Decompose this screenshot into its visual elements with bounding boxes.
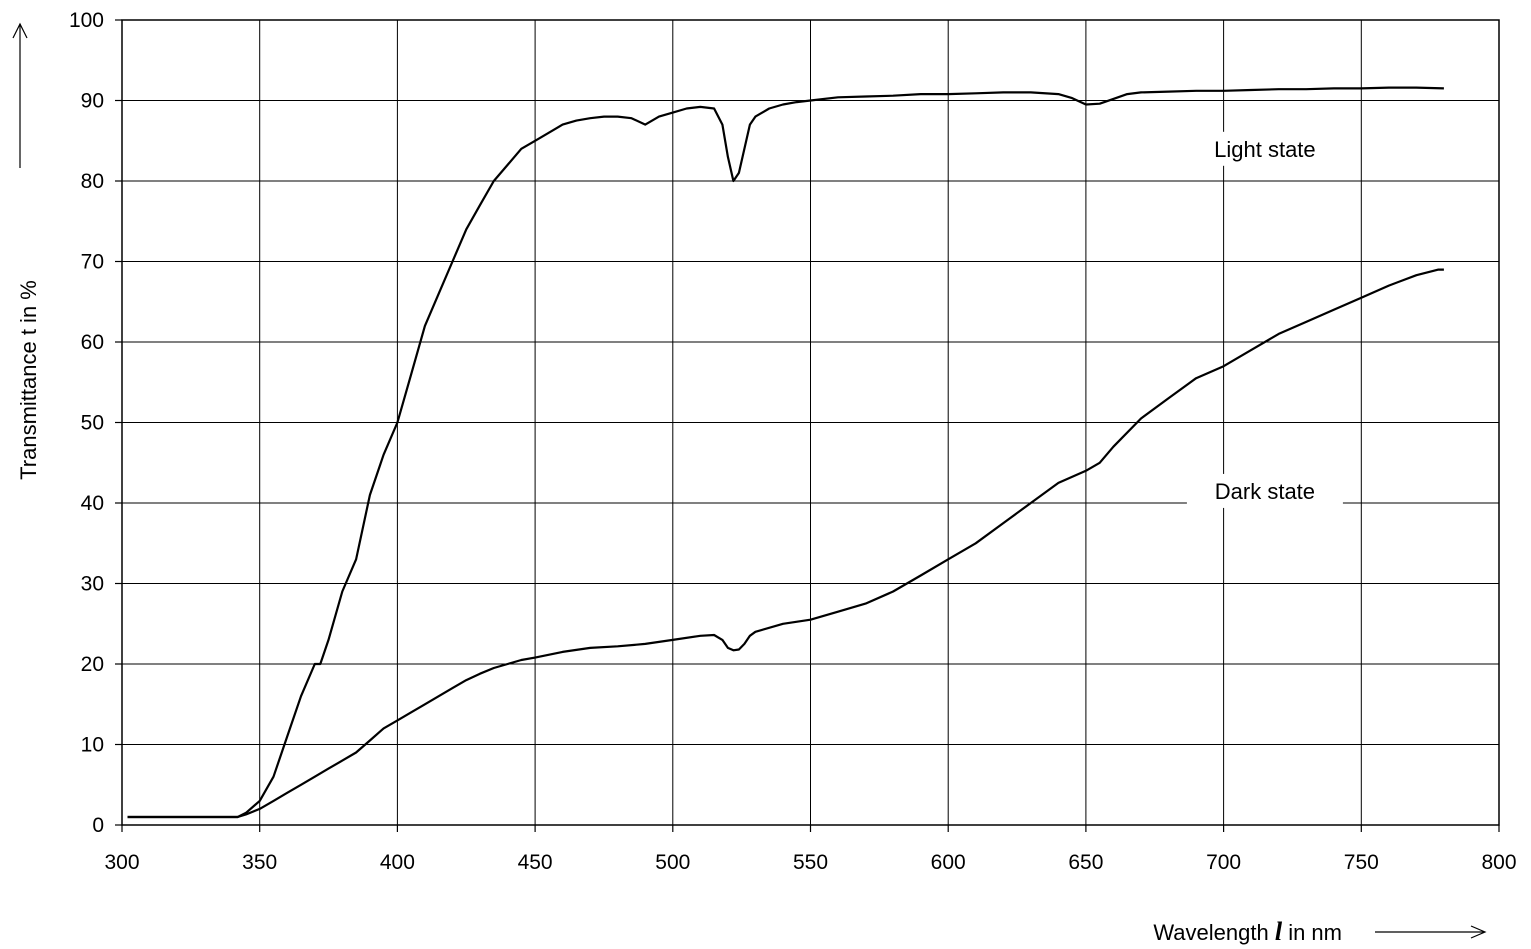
annotations: Light state Dark state <box>1180 131 1349 508</box>
y-tick-label: 100 <box>69 9 104 32</box>
y-tick-label: 30 <box>81 573 104 596</box>
x-axis-label-suffix: in nm <box>1282 920 1342 945</box>
x-axis-label-prefix: Wavelength <box>1153 920 1274 945</box>
series-light-line <box>127 86 1444 819</box>
y-tick-label: 60 <box>81 331 104 354</box>
y-tick-label: 10 <box>81 734 104 757</box>
series-dark-line <box>127 268 1444 819</box>
y-axis-arrow-head <box>12 22 28 39</box>
y-tick-label: 0 <box>92 814 104 837</box>
series-lines <box>127 86 1444 819</box>
x-tick-label: 400 <box>380 851 415 874</box>
y-tick-label: 50 <box>81 412 104 435</box>
x-tick-label: 300 <box>104 851 139 874</box>
y-tick-label: 20 <box>81 653 104 676</box>
annotation-dark-label: Dark state <box>1215 479 1315 504</box>
y-axis-label: Transmittance t in % <box>16 280 41 480</box>
x-tick-label: 550 <box>793 851 828 874</box>
y-tick-label: 40 <box>81 492 104 515</box>
x-tick-label: 600 <box>931 851 966 874</box>
x-axis-label: Wavelength l in nm <box>1153 917 1342 946</box>
annotation-dark-bg <box>1186 473 1343 508</box>
x-axis-label-symbol: l <box>1275 917 1283 946</box>
x-tick-label: 500 <box>655 851 690 874</box>
x-tick-label: 650 <box>1068 851 1103 874</box>
x-tick-label: 750 <box>1344 851 1379 874</box>
x-tick-label: 800 <box>1481 851 1516 874</box>
x-axis-arrow-head <box>1470 925 1487 939</box>
axis-ticks: 300 350 400 450 500 550 600 650 700 750 800 0 10 20 30… <box>69 9 1517 874</box>
y-axis-title: Transmittance t in % <box>12 22 41 480</box>
annotation-light-bg <box>1180 131 1349 166</box>
x-tick-label: 700 <box>1206 851 1241 874</box>
x-axis-title: Wavelength l in nm <box>1153 917 1487 946</box>
y-tick-label: 80 <box>81 170 104 193</box>
annotation-light-label: Light state <box>1214 137 1316 162</box>
x-tick-label: 350 <box>242 851 277 874</box>
y-tick-label: 90 <box>81 90 104 113</box>
y-tick-label: 70 <box>81 251 104 274</box>
x-tick-label: 450 <box>518 851 553 874</box>
